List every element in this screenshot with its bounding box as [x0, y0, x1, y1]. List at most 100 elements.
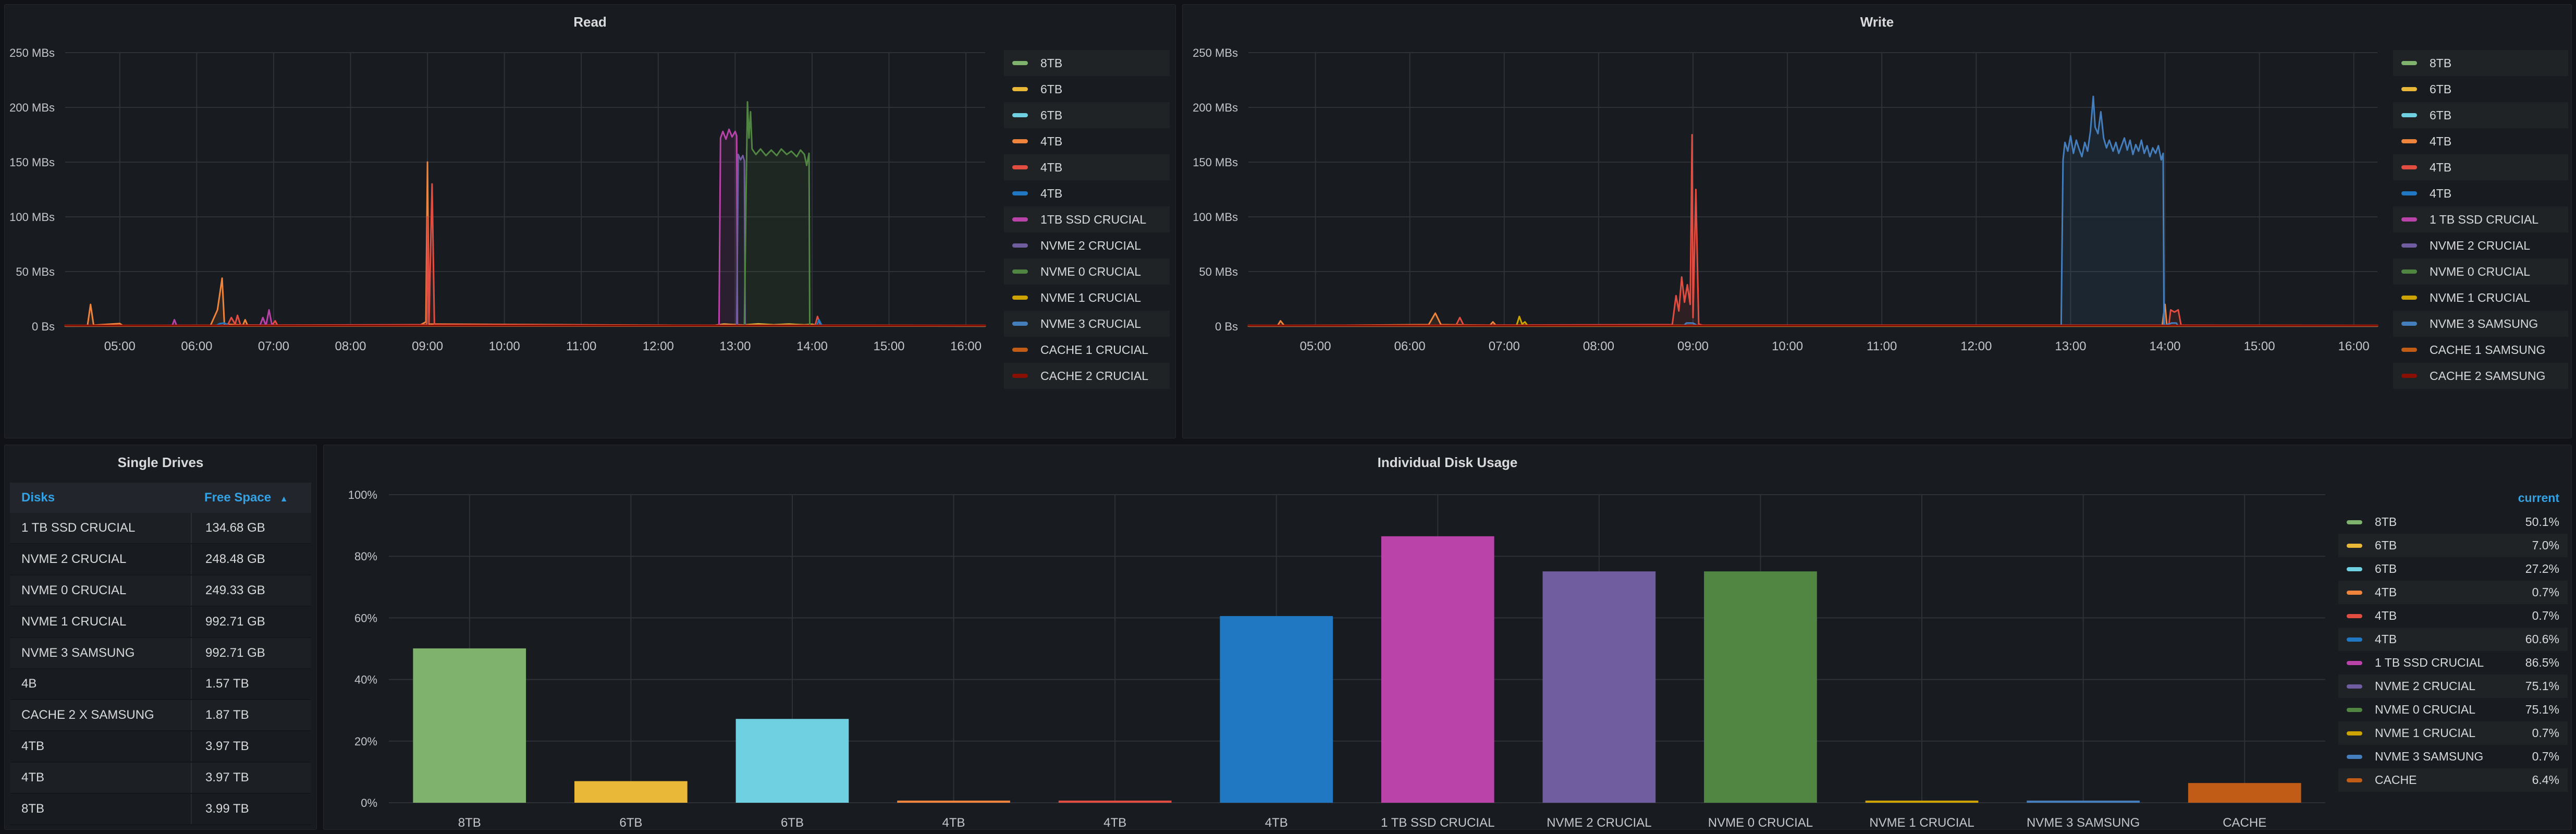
legend-value: 0.7% [2532, 750, 2559, 763]
legend-item[interactable]: CACHE 1 SAMSUNG [2393, 337, 2568, 363]
series-color-swatch [2347, 567, 2362, 571]
legend-item[interactable]: 4TB [1004, 154, 1170, 180]
legend-item[interactable]: NVME 1 CRUCIAL 0.7% [2338, 721, 2568, 745]
write-chart-svg: 05:00 06:00 07:00 08:00 09:00 10:00 11:00 12:00… [1193, 46, 2378, 353]
x-axis-label: 4TB [1103, 816, 1126, 830]
usage-bar [2188, 783, 2301, 803]
legend-label: NVME 2 CRUCIAL [1040, 238, 1141, 252]
legend-item[interactable]: 4TB [1004, 128, 1170, 154]
legend-label: CACHE 2 SAMSUNG [2430, 369, 2546, 383]
column-header-free-space[interactable]: Free Space ▲ [191, 490, 311, 505]
legend-value: 75.1% [2525, 679, 2559, 693]
legend-item[interactable]: NVME 2 CRUCIAL [1004, 232, 1170, 259]
series-color-swatch [1012, 87, 1028, 91]
svg-text:15:00: 15:00 [873, 339, 904, 353]
legend-item[interactable]: 1 TB SSD CRUCIAL 86.5% [2338, 651, 2568, 674]
legend-item[interactable]: 8TB [1004, 50, 1170, 76]
panel-title-write[interactable]: Write [1860, 14, 1894, 30]
table-header-row: Disks Free Space ▲ [10, 483, 311, 513]
legend-label: 8TB [1040, 56, 1063, 70]
legend-item[interactable]: CACHE 6.4% [2338, 768, 2568, 792]
legend-item[interactable]: 6TB 7.0% [2338, 534, 2568, 557]
legend-label: 6TB [2375, 538, 2397, 552]
legend-item[interactable]: 4TB 0.7% [2338, 581, 2568, 604]
series-color-swatch [2401, 374, 2417, 378]
series-color-swatch [2401, 113, 2417, 117]
series-color-swatch [2401, 243, 2417, 248]
svg-text:12:00: 12:00 [643, 339, 674, 353]
svg-text:05:00: 05:00 [1300, 339, 1331, 353]
usage-bar [1542, 571, 1656, 803]
legend-value: 6.4% [2532, 773, 2559, 787]
legend-item[interactable]: 4TB [2393, 154, 2568, 180]
legend-item[interactable]: 4TB [2393, 128, 2568, 154]
column-header-disks[interactable]: Disks [21, 490, 55, 505]
legend-item[interactable]: NVME 0 CRUCIAL [1004, 259, 1170, 285]
legend-item[interactable]: 6TB [1004, 76, 1170, 102]
legend-item[interactable]: 4TB [2393, 180, 2568, 206]
series-color-swatch [2347, 614, 2362, 618]
legend-label: 4TB [2375, 632, 2397, 646]
series-color-swatch [2401, 348, 2417, 352]
legend-item[interactable]: 6TB 27.2% [2338, 557, 2568, 581]
legend-item[interactable]: 4TB 60.6% [2338, 628, 2568, 651]
legend-label: NVME 0 CRUCIAL [2375, 703, 2475, 716]
svg-text:0 Bs: 0 Bs [1215, 320, 1238, 333]
series-color-swatch [1012, 61, 1028, 65]
series-color-swatch [2347, 543, 2362, 548]
legend-item[interactable]: 4TB 0.7% [2338, 604, 2568, 628]
legend-item[interactable]: NVME 0 CRUCIAL 75.1% [2338, 698, 2568, 721]
table-row: NVME 2 CRUCIAL 248.48 GB [10, 544, 311, 575]
svg-text:100 MBs: 100 MBs [1193, 211, 1238, 224]
write-panel: Write 05:00 06:00 07:00 08:00 09:00 10:00 11:0… [1182, 4, 2572, 438]
cell-free-space: 3.97 TB [191, 731, 311, 762]
series-color-swatch [2401, 87, 2417, 91]
svg-text:150 MBs: 150 MBs [1193, 156, 1238, 169]
legend-value: 50.1% [2525, 515, 2559, 529]
svg-text:08:00: 08:00 [1583, 339, 1614, 353]
legend-item[interactable]: 1TB SSD CRUCIAL [1004, 206, 1170, 232]
legend-item[interactable]: 8TB 50.1% [2338, 510, 2568, 534]
svg-text:200 MBs: 200 MBs [1193, 101, 1238, 114]
table-row: NVME 3 SAMSUNG 992.71 GB [10, 637, 311, 669]
legend-item[interactable]: NVME 1 CRUCIAL [2393, 285, 2568, 311]
cell-free-space: 248.48 GB [191, 544, 311, 574]
panel-title-read[interactable]: Read [573, 14, 607, 30]
x-axis-label: 6TB [619, 816, 642, 830]
series-color-swatch [2347, 754, 2362, 759]
legend-item[interactable]: NVME 1 CRUCIAL [1004, 285, 1170, 311]
legend-label: 4TB [1040, 186, 1063, 200]
series-color-swatch [2401, 296, 2417, 300]
legend-item[interactable]: NVME 3 SAMSUNG [2393, 311, 2568, 337]
legend-item[interactable]: CACHE 2 CRUCIAL [1004, 363, 1170, 389]
x-axis-label: 4TB [942, 816, 965, 830]
legend-label: 1TB SSD CRUCIAL [1040, 212, 1147, 226]
cell-free-space: 3.97 TB [191, 763, 311, 793]
legend-item[interactable]: NVME 2 CRUCIAL 75.1% [2338, 674, 2568, 698]
legend-item[interactable]: 8TB [2393, 50, 2568, 76]
legend-item[interactable]: 6TB [2393, 102, 2568, 128]
cell-free-space: 992.71 GB [191, 637, 311, 668]
legend-item[interactable]: 6TB [1004, 102, 1170, 128]
legend-item[interactable]: NVME 2 CRUCIAL [2393, 232, 2568, 259]
panel-title-single-drives[interactable]: Single Drives [117, 454, 204, 470]
series-color-swatch [1012, 217, 1028, 222]
table-row: 4TB 3.97 TB [10, 763, 311, 794]
legend-item[interactable]: NVME 3 CRUCIAL [1004, 311, 1170, 337]
read-chart-area: 05:00 06:00 07:00 08:00 09:00 10:00 11:00 12:00… [5, 5, 1175, 438]
svg-text:06:00: 06:00 [181, 339, 212, 353]
usage-bar [1865, 800, 1979, 803]
series-color-swatch [1012, 191, 1028, 195]
usage-bar [1381, 536, 1494, 803]
legend-item[interactable]: NVME 3 SAMSUNG 0.7% [2338, 745, 2568, 768]
legend-item[interactable]: CACHE 2 SAMSUNG [2393, 363, 2568, 389]
legend-item[interactable]: 1 TB SSD CRUCIAL [2393, 206, 2568, 232]
legend-item[interactable]: 6TB [2393, 76, 2568, 102]
legend-label: 4TB [2430, 186, 2452, 200]
series-color-swatch [1012, 269, 1028, 274]
legend-item[interactable]: NVME 0 CRUCIAL [2393, 259, 2568, 285]
legend-item[interactable]: 4TB [1004, 180, 1170, 206]
panel-title-disk-usage[interactable]: Individual Disk Usage [1377, 454, 1518, 470]
legend-item[interactable]: CACHE 1 CRUCIAL [1004, 337, 1170, 363]
svg-text:07:00: 07:00 [258, 339, 289, 353]
